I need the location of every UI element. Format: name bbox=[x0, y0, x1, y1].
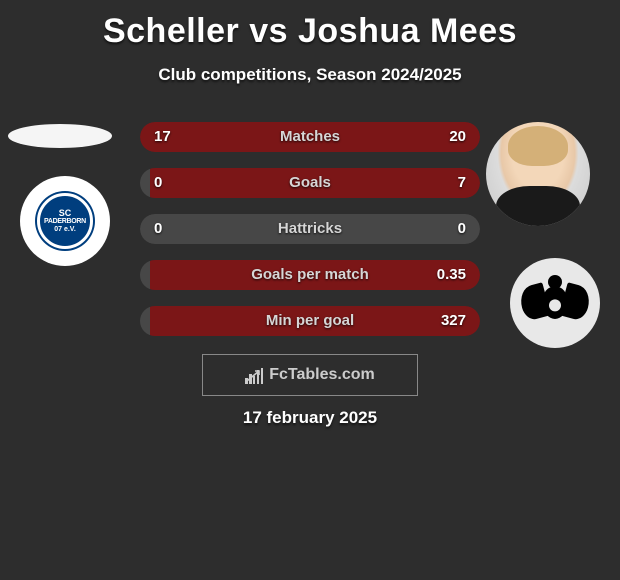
eagle-icon bbox=[523, 271, 587, 335]
club-left-badge-inner: SC PADERBORN 07 e.V. bbox=[37, 193, 93, 249]
stats-area: 1720Matches 07Goals 00Hattricks 0.35Goals p… bbox=[140, 122, 480, 352]
subtitle: Club competitions, Season 2024/2025 bbox=[0, 65, 620, 85]
stat-label: Goals bbox=[140, 168, 480, 198]
stat-label: Matches bbox=[140, 122, 480, 152]
date: 17 february 2025 bbox=[0, 408, 620, 428]
stat-label: Min per goal bbox=[140, 306, 480, 336]
watermark-text: FcTables.com bbox=[269, 366, 375, 384]
player-right-avatar bbox=[486, 122, 590, 226]
stat-row: 00Hattricks bbox=[140, 214, 480, 244]
stat-label: Hattricks bbox=[140, 214, 480, 244]
stat-label: Goals per match bbox=[140, 260, 480, 290]
player-left-avatar bbox=[8, 124, 112, 148]
club-left-badge: SC PADERBORN 07 e.V. bbox=[20, 176, 110, 266]
watermark: FcTables.com bbox=[202, 354, 418, 396]
chart-icon bbox=[245, 366, 263, 384]
stat-row: 07Goals bbox=[140, 168, 480, 198]
stat-row: 0.35Goals per match bbox=[140, 260, 480, 290]
club-left-line1: SC bbox=[59, 209, 72, 218]
stat-row: 327Min per goal bbox=[140, 306, 480, 336]
club-right-badge bbox=[510, 258, 600, 348]
page-title: Scheller vs Joshua Mees bbox=[0, 0, 620, 51]
stat-row: 1720Matches bbox=[140, 122, 480, 152]
club-left-line3: 07 e.V. bbox=[54, 226, 76, 233]
club-left-line2: PADERBORN bbox=[44, 218, 86, 225]
